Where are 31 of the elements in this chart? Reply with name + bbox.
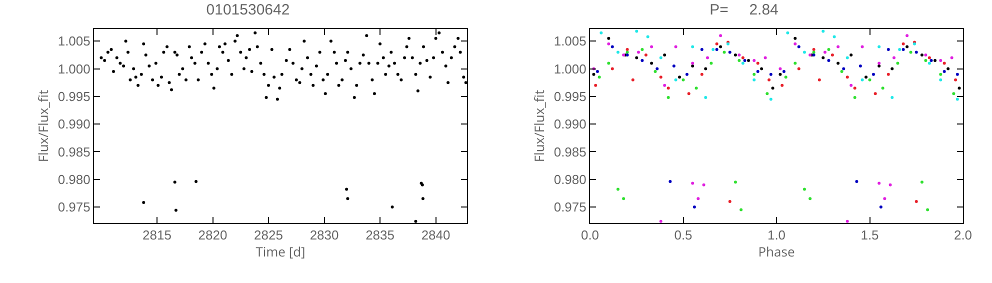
chart-title: 0101530642	[206, 2, 290, 19]
x-tick-label: 2825	[254, 228, 283, 243]
x-tick-label: 1.0	[767, 228, 786, 243]
y-tick-label: 0.975	[58, 200, 90, 215]
x-tick-label: 2.0	[954, 228, 972, 243]
y-tick-label: 1.000	[554, 61, 586, 76]
chart-title: P= 2.84	[710, 2, 778, 19]
x-tick-label: 2820	[198, 228, 228, 243]
y-tick-label: 0.985	[58, 144, 90, 160]
y-tick-label: 1.000	[58, 61, 90, 76]
y-tick-label: 0.995	[554, 88, 586, 104]
y-axis-title: Flux/Flux_fit	[530, 89, 548, 162]
y-tick-label: 1.005	[554, 34, 586, 49]
y-tick-label: 0.990	[58, 116, 90, 132]
x-tick-label: 2830	[310, 228, 339, 243]
x-tick-label: 2815	[142, 228, 172, 243]
x-tick-label: 2835	[366, 228, 394, 243]
y-tick-label: 0.995	[58, 88, 90, 104]
y-tick-label: 0.980	[58, 172, 90, 187]
x-axis-title: Phase	[758, 242, 795, 261]
x-tick-label: 0.0	[580, 228, 600, 243]
x-tick-label: 2840	[421, 228, 450, 243]
y-tick-label: 0.990	[554, 116, 586, 132]
y-tick-label: 0.980	[554, 172, 586, 187]
y-tick-label: 0.975	[554, 200, 586, 215]
x-axis-title: Time [d]	[256, 242, 306, 261]
y-tick-label: 0.985	[554, 144, 586, 160]
y-tick-label: 1.005	[58, 34, 90, 49]
y-axis-title: Flux/Flux_fit	[34, 89, 52, 162]
x-tick-label: 1.5	[860, 228, 879, 243]
x-tick-label: 0.5	[674, 228, 692, 243]
